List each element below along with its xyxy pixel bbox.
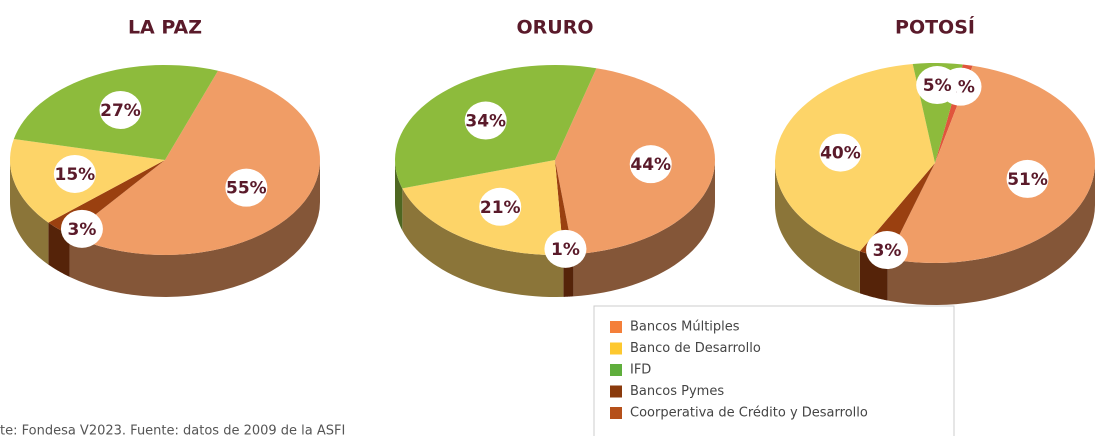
label-bubble (544, 229, 587, 268)
legend-swatch (610, 321, 622, 333)
legend-swatch (610, 407, 622, 419)
label-bubble (629, 145, 672, 184)
footnote: te: Fondesa V2023. Fuente: datos de 2009… (0, 424, 345, 436)
data-label: 40% (820, 144, 861, 164)
slice-side (573, 160, 715, 297)
slice-side (10, 160, 49, 265)
slice-side (887, 163, 1095, 305)
data-label: 27% (100, 101, 141, 121)
legend-label: IFD (630, 363, 651, 378)
slice-side (402, 188, 564, 297)
data-label: 55% (226, 179, 267, 199)
legend-swatch (610, 364, 622, 376)
slice-side (69, 160, 320, 297)
legend-swatch (610, 342, 622, 355)
label-bubble (866, 231, 909, 270)
legend-label: Bancos Múltiples (630, 320, 740, 335)
label-bubble (819, 133, 862, 172)
legend-label: Coorperativa de Crédito y Desarrollo (630, 406, 868, 421)
slice (887, 65, 1095, 263)
data-label: 3% (873, 241, 902, 261)
data-label: 5% (923, 76, 952, 96)
label-bubble (916, 66, 959, 105)
chart-title: LA PAZ (128, 17, 202, 39)
legend-label: Bancos Pymes (630, 384, 724, 399)
chart-title: ORURO (517, 17, 594, 39)
label-bubble (60, 209, 103, 248)
legend-swatch (610, 385, 622, 398)
data-label: 44% (630, 155, 671, 175)
data-label: 21% (480, 198, 521, 218)
label-bubble (464, 101, 507, 140)
slice-side (775, 163, 860, 294)
data-label: 51% (1007, 170, 1048, 190)
legend-box (593, 305, 955, 436)
label-bubble (99, 90, 142, 129)
slice (69, 70, 320, 255)
label-bubble (479, 187, 522, 226)
data-label: 3% (67, 220, 96, 240)
data-label: 1% (551, 240, 580, 260)
legend-label: Banco de Desarrollo (630, 341, 761, 356)
chart-title: POTOSÍ (895, 16, 975, 39)
data-label: 15% (54, 165, 95, 185)
label-bubble (53, 154, 96, 193)
slice-side (395, 160, 403, 231)
label-bubble (1006, 159, 1049, 198)
label-bubble (225, 168, 268, 207)
data-label: 34% (465, 112, 506, 132)
